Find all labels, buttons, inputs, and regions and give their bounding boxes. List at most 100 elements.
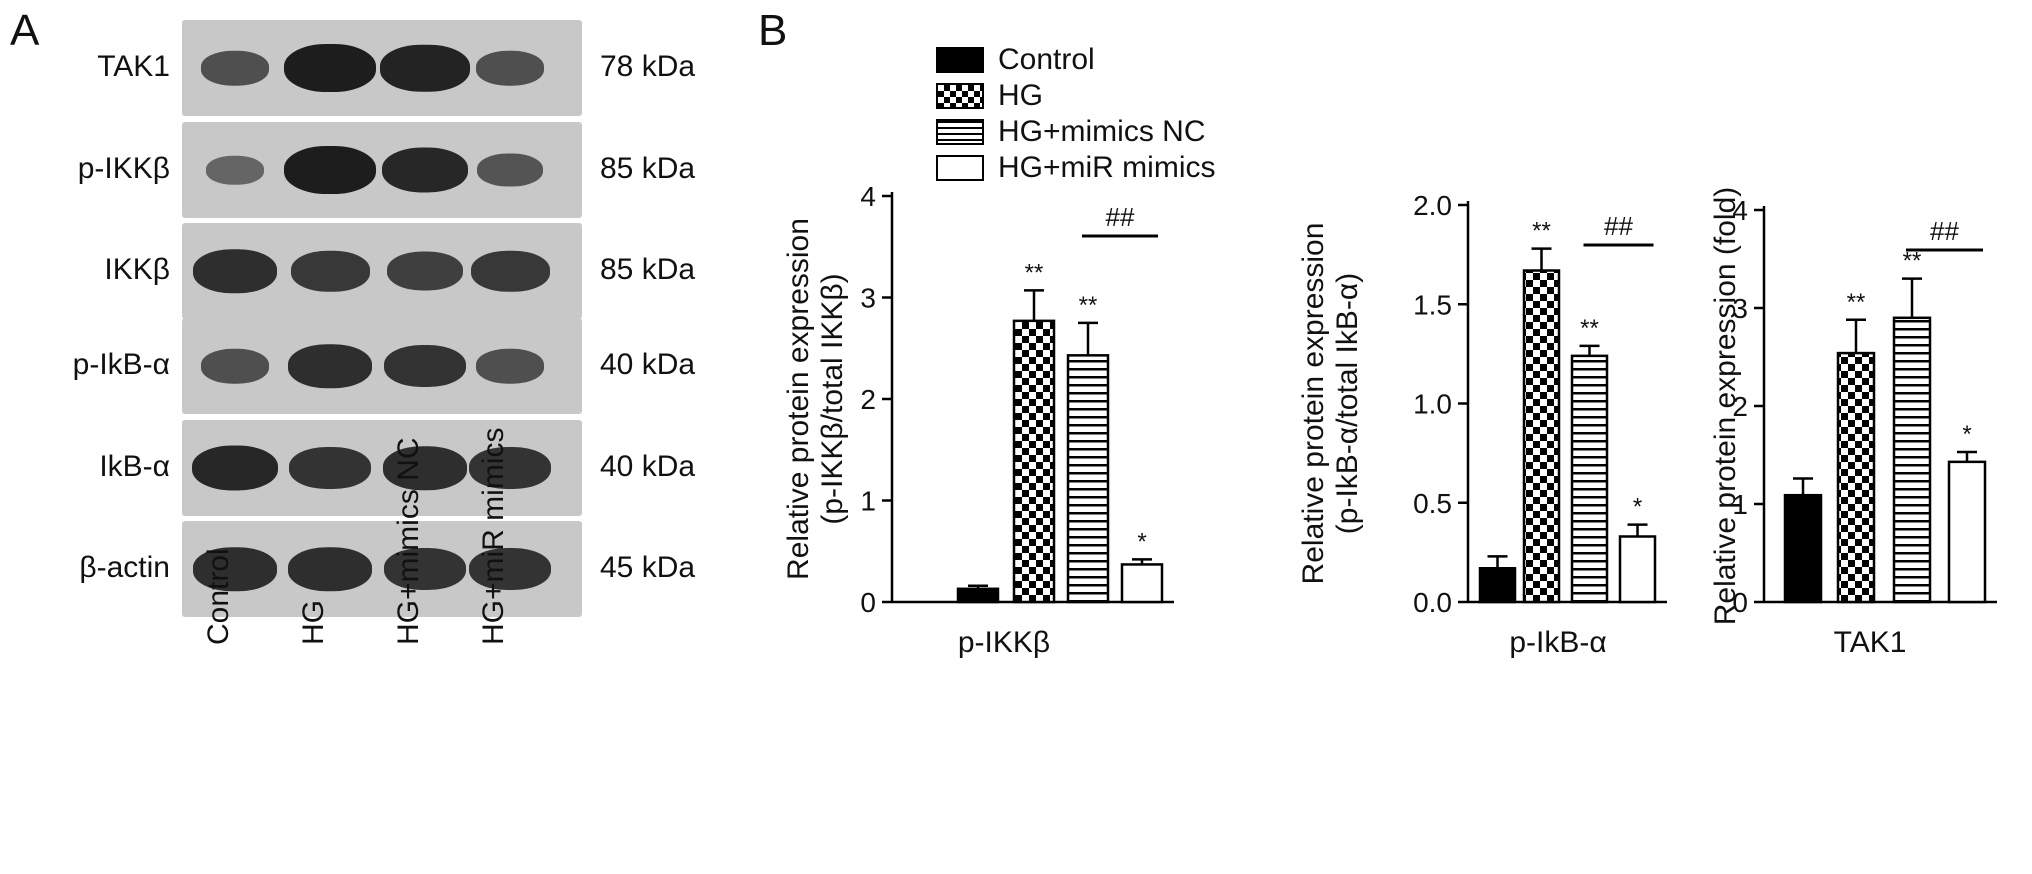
significance-mark: ** <box>1847 289 1866 316</box>
significance-mark: ** <box>1580 315 1599 342</box>
panel-b-label: B <box>758 6 788 55</box>
y-axis-label-line: (p-IkB-α/total IkB-α) <box>1331 273 1364 534</box>
blot-protein-label: β-actin <box>79 551 170 584</box>
blot-band <box>475 348 545 384</box>
blot-kda-label: 85 kDa <box>600 253 696 286</box>
bar <box>956 587 1000 604</box>
blot-protein-label: p-IkB-α <box>72 348 170 381</box>
blot-protein-label: IkB-α <box>99 450 170 483</box>
blot-band <box>192 547 278 591</box>
y-tick-label: 4 <box>1732 195 1748 226</box>
significance-mark: ** <box>1079 292 1098 319</box>
y-tick-label: 0.0 <box>1413 587 1452 618</box>
blot-kda-label: 78 kDa <box>600 50 696 83</box>
y-axis-label: Relative protein expression (fold) <box>1709 187 1742 626</box>
blot-band <box>384 345 466 387</box>
bar <box>1836 351 1876 604</box>
y-axis-label-line: Relative protein expression <box>1297 223 1330 585</box>
blot-band <box>477 153 543 187</box>
significance-mark: * <box>1137 528 1146 555</box>
y-tick-label: 1 <box>860 486 876 517</box>
blot-strip <box>182 20 582 116</box>
y-axis-label-line: (p-IKKβ/total IKKβ) <box>816 273 849 524</box>
significance-mark: ** <box>1532 218 1551 245</box>
blot-band <box>380 44 470 92</box>
comparison-label: ## <box>1106 202 1135 232</box>
y-tick-label: 1.0 <box>1413 389 1452 420</box>
blot-strip <box>182 318 582 414</box>
x-category-label: p-IkB-α <box>1509 626 1606 659</box>
legend-item: Control <box>936 42 1216 78</box>
y-tick-label: 2 <box>860 384 876 415</box>
legend-swatch <box>936 119 984 145</box>
legend-label: HG <box>998 79 1043 112</box>
blot-band <box>290 250 370 292</box>
blot-band <box>287 344 373 388</box>
y-tick-label: 1 <box>1732 489 1748 520</box>
y-tick-label: 4 <box>860 181 876 212</box>
legend-item: HG+mimics NC <box>936 114 1216 150</box>
blot-band <box>284 44 376 92</box>
chart-legend: Control HG HG+mimics NC HG+miR mimics <box>936 42 1216 186</box>
blot-band <box>469 548 551 590</box>
bar <box>1012 319 1056 604</box>
bar <box>1522 269 1561 604</box>
blot-band <box>200 348 270 384</box>
x-category-label: TAK1 <box>1834 626 1907 659</box>
y-tick-label: 2 <box>1732 391 1748 422</box>
y-tick-label: 0 <box>860 587 876 618</box>
blot-strip <box>182 122 582 218</box>
legend-item: HG <box>936 78 1216 114</box>
blot-band <box>200 50 270 86</box>
significance-mark: ** <box>1025 259 1044 286</box>
blot-protein-label: p-IKKβ <box>77 152 170 185</box>
y-tick-label: 0 <box>1732 587 1748 618</box>
bar <box>1783 493 1823 604</box>
bar <box>1892 316 1932 604</box>
blot-strip <box>182 521 582 617</box>
legend-label: HG+mimics NC <box>998 115 1206 148</box>
blot-band <box>386 251 464 291</box>
blot-band <box>284 146 376 194</box>
blot-kda-label: 45 kDa <box>600 551 696 584</box>
blot-strip <box>182 420 582 516</box>
y-tick-label: 2.0 <box>1413 190 1452 221</box>
blot-band <box>469 447 551 489</box>
legend-item: HG+miR mimics <box>936 150 1216 186</box>
blot-protein-label: IKKβ <box>104 253 170 286</box>
comparison-label: ## <box>1604 211 1633 241</box>
panel-a-label: A <box>10 6 40 55</box>
bar <box>1947 460 1987 604</box>
significance-mark: * <box>1962 421 1971 448</box>
blot-band <box>470 250 550 292</box>
blot-band <box>205 155 265 185</box>
significance-mark: ** <box>1903 248 1922 275</box>
comparison-label: ## <box>1930 216 1959 246</box>
y-axis-label: Relative protein expression(p-IkB-α/tota… <box>1297 223 1364 585</box>
legend-swatch <box>936 47 984 73</box>
blot-kda-label: 40 kDa <box>600 450 696 483</box>
bar <box>1120 563 1164 604</box>
bar <box>1478 567 1517 604</box>
y-axis-label: Relative protein expression(p-IKKβ/total… <box>782 218 849 580</box>
significance-mark: * <box>1633 494 1642 521</box>
blot-band <box>384 548 466 590</box>
legend-label: HG+miR mimics <box>998 151 1216 184</box>
legend-label: Control <box>998 43 1095 76</box>
blot-band <box>192 249 278 293</box>
y-tick-label: 3 <box>860 283 876 314</box>
blot-band <box>287 547 373 591</box>
bar <box>1618 535 1657 604</box>
blot-band <box>475 50 545 86</box>
legend-swatch <box>936 155 984 181</box>
bar <box>1066 354 1110 604</box>
blot-kda-label: 40 kDa <box>600 348 696 381</box>
blot-band <box>381 147 469 193</box>
blot-band <box>191 445 279 491</box>
y-tick-label: 1.5 <box>1413 289 1452 320</box>
blot-kda-label: 85 kDa <box>600 152 696 185</box>
y-axis-label-line: Relative protein expression <box>782 218 815 580</box>
blot-band <box>382 446 468 490</box>
x-category-label: p-IKKβ <box>958 626 1050 659</box>
